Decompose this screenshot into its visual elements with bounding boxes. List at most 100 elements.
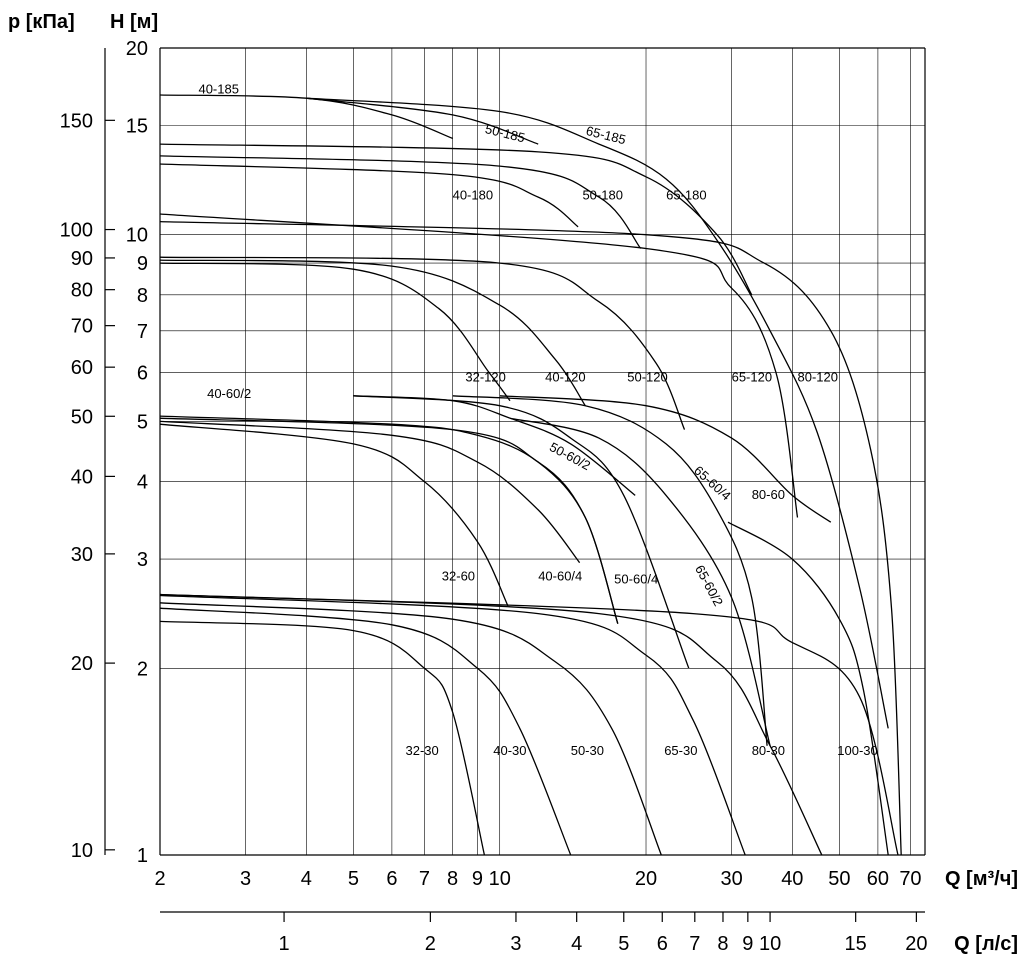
x-tick-label: 20 <box>635 868 657 890</box>
x-tick-label: 40 <box>781 868 803 890</box>
ls-tick-label: 10 <box>759 933 781 955</box>
curve-label: 65-120 <box>732 369 772 384</box>
curve-label: 32-120 <box>465 369 505 384</box>
curve-80-60b <box>727 521 889 856</box>
curve-label: 80-120 <box>798 369 838 384</box>
curve-65-120 <box>159 256 686 430</box>
curve-65-185 <box>306 97 889 729</box>
x-tick-label: 2 <box>154 868 165 890</box>
y-tick-label: 20 <box>126 38 148 60</box>
x-tick-label: 7 <box>419 868 430 890</box>
y-tick-label: 10 <box>126 225 148 247</box>
curve-65-60-2 <box>509 417 771 746</box>
ls-tick-label: 5 <box>618 933 629 955</box>
p-tick-label: 20 <box>71 653 93 675</box>
curve-label: 65-30 <box>664 743 697 758</box>
x-tick-label: 30 <box>720 868 742 890</box>
y-tick-label: 4 <box>137 472 148 494</box>
x-tick-label: 4 <box>301 868 312 890</box>
curve-40-60-2 <box>159 415 619 624</box>
y-tick-label: 15 <box>126 115 148 137</box>
curve-label: 50-120 <box>627 369 667 384</box>
curve-label: 50-60/4 <box>614 571 658 586</box>
ls-tick-label: 7 <box>689 933 700 955</box>
p-axis-label: p [кПа] <box>8 11 75 33</box>
p-tick-label: 150 <box>60 110 93 132</box>
x-tick-label: 3 <box>240 868 251 890</box>
curve-label: 50-180 <box>582 187 622 202</box>
ls-tick-label: 2 <box>425 933 436 955</box>
x-axis-label: Q [м³/ч] <box>945 868 1018 890</box>
x-tick-label: 6 <box>386 868 397 890</box>
curve-80-30 <box>159 593 823 856</box>
curve-label: 40-60/4 <box>538 569 582 584</box>
curve-50-180 <box>159 155 642 249</box>
curve-32-120 <box>353 395 636 496</box>
curve-label: 80-60 <box>752 487 785 502</box>
curve-label: 65-180 <box>666 187 706 202</box>
curve-label: 40-120 <box>545 369 585 384</box>
p-tick-label: 60 <box>71 357 93 379</box>
curve-label: 50-60/2 <box>547 439 593 473</box>
curve-label: 65-60/4 <box>691 463 734 504</box>
y-tick-label: 9 <box>137 253 148 275</box>
curve-label: 40-60/2 <box>207 386 251 401</box>
curve-40-185 <box>159 94 453 140</box>
ls-tick-label: 3 <box>510 933 521 955</box>
curve-labels: 40-185 50-185 65-185 40-180 50-180 65-180 32-1… <box>198 81 877 758</box>
curve-label: 32-60 <box>442 569 475 584</box>
curve-label: 65-185 <box>585 123 628 147</box>
curve-100-30-top <box>159 220 902 856</box>
curve-50-30 <box>159 602 662 856</box>
curve-40-60-4 <box>159 420 581 564</box>
ls-tick-label: 20 <box>905 933 927 955</box>
x-tick-label: 8 <box>447 868 458 890</box>
curve-32-60 <box>159 423 509 607</box>
y-tick-label: 7 <box>137 321 148 343</box>
x-tick-label: 70 <box>899 868 921 890</box>
curve-32-30 <box>159 620 486 856</box>
curve-label: 40-30 <box>493 743 526 758</box>
pump-curves <box>159 94 902 856</box>
curve-80-120 <box>159 213 799 518</box>
curve-label: 80-30 <box>752 743 785 758</box>
p-tick-label: 40 <box>71 466 93 488</box>
ls-tick-label: 6 <box>657 933 668 955</box>
y-tick-label: 6 <box>137 362 148 384</box>
curve-label: 40-185 <box>198 81 238 96</box>
curve-50-60-2 <box>353 395 690 669</box>
curve-40-30 <box>159 607 572 856</box>
ls-tick-label: 1 <box>279 933 290 955</box>
curve-50-185 <box>306 97 539 145</box>
curve-100-30 <box>159 593 899 856</box>
p-tick-label: 10 <box>71 840 93 862</box>
curve-label: 100-30 <box>837 743 877 758</box>
curve-65-30 <box>159 594 746 856</box>
curve-65-180 <box>159 143 753 296</box>
grid <box>159 47 926 856</box>
curve-40-120 <box>159 262 511 402</box>
x-tick-label: 10 <box>489 868 511 890</box>
ls-tick-label: 4 <box>571 933 582 955</box>
p-tick-label: 100 <box>60 220 93 242</box>
curve-label: 50-185 <box>484 121 527 145</box>
ls-tick-label: 9 <box>742 933 753 955</box>
ls-axis-label: Q [л/с] <box>954 933 1018 955</box>
p-tick-label: 70 <box>71 316 93 338</box>
ls-tick-label: 8 <box>717 933 728 955</box>
curve-label: 40-180 <box>453 187 493 202</box>
x-tick-label: 50 <box>828 868 850 890</box>
y-tick-label: 5 <box>137 411 148 433</box>
p-tick-label: 80 <box>71 280 93 302</box>
p-tick-label: 50 <box>71 406 93 428</box>
curve-80-60 <box>499 395 832 523</box>
axes: 2 3 4 5 6 7 8 9 10 20 30 40 50 60 70 Q [м³/ч]1234567891… <box>8 11 1018 955</box>
curve-label: 50-30 <box>571 743 604 758</box>
y-tick-label: 1 <box>137 845 148 867</box>
y-tick-label: 2 <box>137 658 148 680</box>
curve-label: 65-60/2 <box>692 563 726 609</box>
x-tick-label: 5 <box>348 868 359 890</box>
curve-65-60-4 <box>452 395 768 746</box>
curve-40-180 <box>159 163 579 228</box>
